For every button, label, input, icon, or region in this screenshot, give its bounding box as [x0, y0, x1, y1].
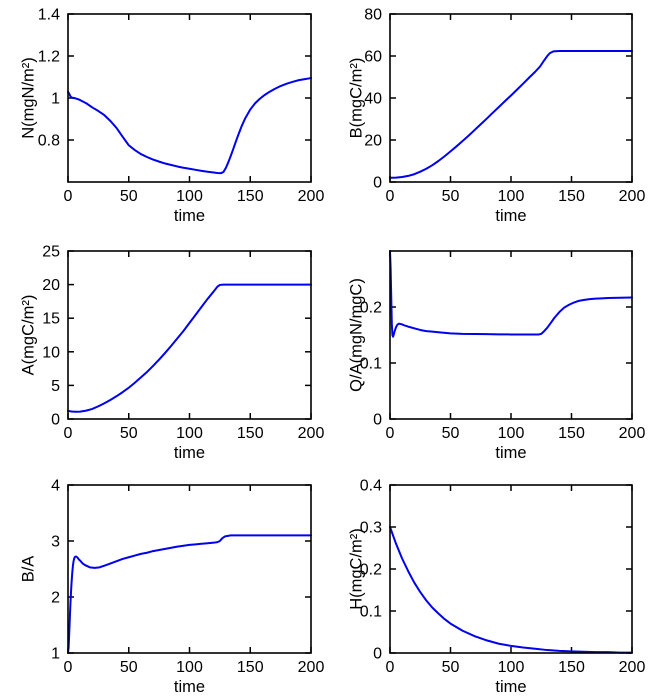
x-tick-label: 200	[619, 188, 646, 205]
y-tick-label: 1	[51, 91, 60, 108]
curve-line	[389, 49, 633, 179]
x-tick-label: 0	[64, 425, 73, 442]
y-tick-label: 5	[51, 378, 60, 395]
x-tick-label: 0	[386, 188, 395, 205]
x-tick-label: 100	[498, 425, 525, 442]
x-tick-label: 150	[237, 425, 264, 442]
x-tick-label: 100	[176, 425, 203, 442]
x-tick-label: 50	[120, 425, 138, 442]
curve-line	[67, 283, 312, 413]
plot-box	[67, 250, 312, 420]
x-tick-label: 50	[120, 188, 138, 205]
y-tick-label: 0	[51, 412, 60, 429]
y-axis-label: A(mgC/m²)	[20, 295, 38, 376]
x-tick-label: 150	[558, 659, 585, 676]
x-axis-label: time	[495, 678, 526, 696]
curve-line	[389, 250, 633, 338]
subplot-6-h: 0 50 100 150 200 0 0.1 0.2 0.3 0.4 time H(mgC/m²)	[348, 478, 646, 697]
y-tick-label: 20	[364, 133, 382, 150]
x-axis-label: time	[495, 444, 526, 462]
x-axis-label: time	[174, 444, 205, 462]
subplot-3-a: 0 50 100 150 200 0 5 10 15 20 25 time A(mgC/m²)	[20, 244, 325, 463]
y-tick-label: 40	[364, 91, 382, 108]
y-tick-label: 0.2	[360, 300, 382, 317]
x-tick-label: 100	[176, 188, 203, 205]
subplot-1-n: 0 50 100 150 200 0.8 1 1.2 1.4 time N(mgN/m²)	[20, 7, 325, 226]
y-tick-label: 1	[51, 646, 60, 663]
x-tick-label: 200	[619, 425, 646, 442]
plot-box	[389, 484, 633, 654]
x-tick-label: 50	[442, 425, 460, 442]
y-tick-label: 4	[51, 478, 60, 495]
subplot-5-ba: 0 50 100 150 200 1 2 3 4 time B/A	[20, 478, 325, 697]
y-axis-label: H(mgC/m²)	[348, 528, 366, 610]
y-tick-label: 2	[51, 590, 60, 607]
x-axis-label: time	[174, 207, 205, 225]
x-axis-label: time	[174, 678, 205, 696]
plot-box	[67, 13, 312, 183]
y-tick-label: 20	[42, 277, 60, 294]
x-tick-label: 100	[498, 188, 525, 205]
y-tick-label: 0.8	[38, 133, 60, 150]
x-tick-label: 150	[237, 188, 264, 205]
y-tick-label: 0.4	[360, 478, 382, 495]
x-tick-label: 200	[298, 659, 325, 676]
plot-box	[389, 250, 633, 420]
plot-box	[67, 484, 312, 654]
y-axis-label: B(mgC/m²)	[348, 58, 366, 139]
y-tick-label: 80	[364, 7, 382, 24]
x-tick-label: 0	[386, 659, 395, 676]
y-axis-label: B/A	[20, 556, 38, 583]
x-tick-label: 150	[558, 425, 585, 442]
y-tick-label: 0.3	[360, 520, 382, 537]
x-tick-label: 0	[386, 425, 395, 442]
y-tick-label: 15	[42, 311, 60, 328]
x-tick-label: 50	[442, 188, 460, 205]
x-tick-label: 200	[298, 188, 325, 205]
y-tick-label: 0.2	[360, 562, 382, 579]
curve-line	[67, 534, 312, 654]
x-tick-label: 200	[619, 659, 646, 676]
x-tick-label: 0	[64, 188, 73, 205]
y-tick-label: 1.4	[38, 7, 60, 24]
y-tick-label: 60	[364, 49, 382, 66]
plot-box	[389, 13, 633, 183]
y-tick-label: 1.2	[38, 49, 60, 66]
curve-line	[67, 77, 312, 175]
y-tick-label: 0	[373, 175, 382, 192]
y-tick-label: 25	[42, 244, 60, 261]
x-tick-label: 50	[442, 659, 460, 676]
x-tick-label: 100	[498, 659, 525, 676]
curve-line	[389, 526, 633, 654]
y-tick-label: 0.1	[360, 604, 382, 621]
x-tick-label: 150	[558, 188, 585, 205]
x-axis-label: time	[495, 207, 526, 225]
subplot-2-b: 0 50 100 150 200 0 20 40 60 80 time B(mgC/m²)	[348, 7, 646, 226]
y-axis-label: N(mgN/m²)	[20, 57, 38, 139]
y-tick-label: 0	[373, 412, 382, 429]
x-tick-label: 150	[237, 659, 264, 676]
x-tick-label: 0	[64, 659, 73, 676]
x-tick-label: 100	[176, 659, 203, 676]
y-tick-label: 10	[42, 344, 60, 361]
y-tick-label: 0	[373, 646, 382, 663]
x-tick-label: 200	[298, 425, 325, 442]
y-axis-label: Q/A(mgN/mgC)	[348, 278, 366, 392]
y-tick-label: 3	[51, 534, 60, 551]
y-tick-label: 0.1	[360, 356, 382, 373]
subplot-4-qa: 0 50 100 150 200 0 0.1 0.2 time Q/A(mgN/mgC)	[348, 250, 646, 462]
x-tick-label: 50	[120, 659, 138, 676]
